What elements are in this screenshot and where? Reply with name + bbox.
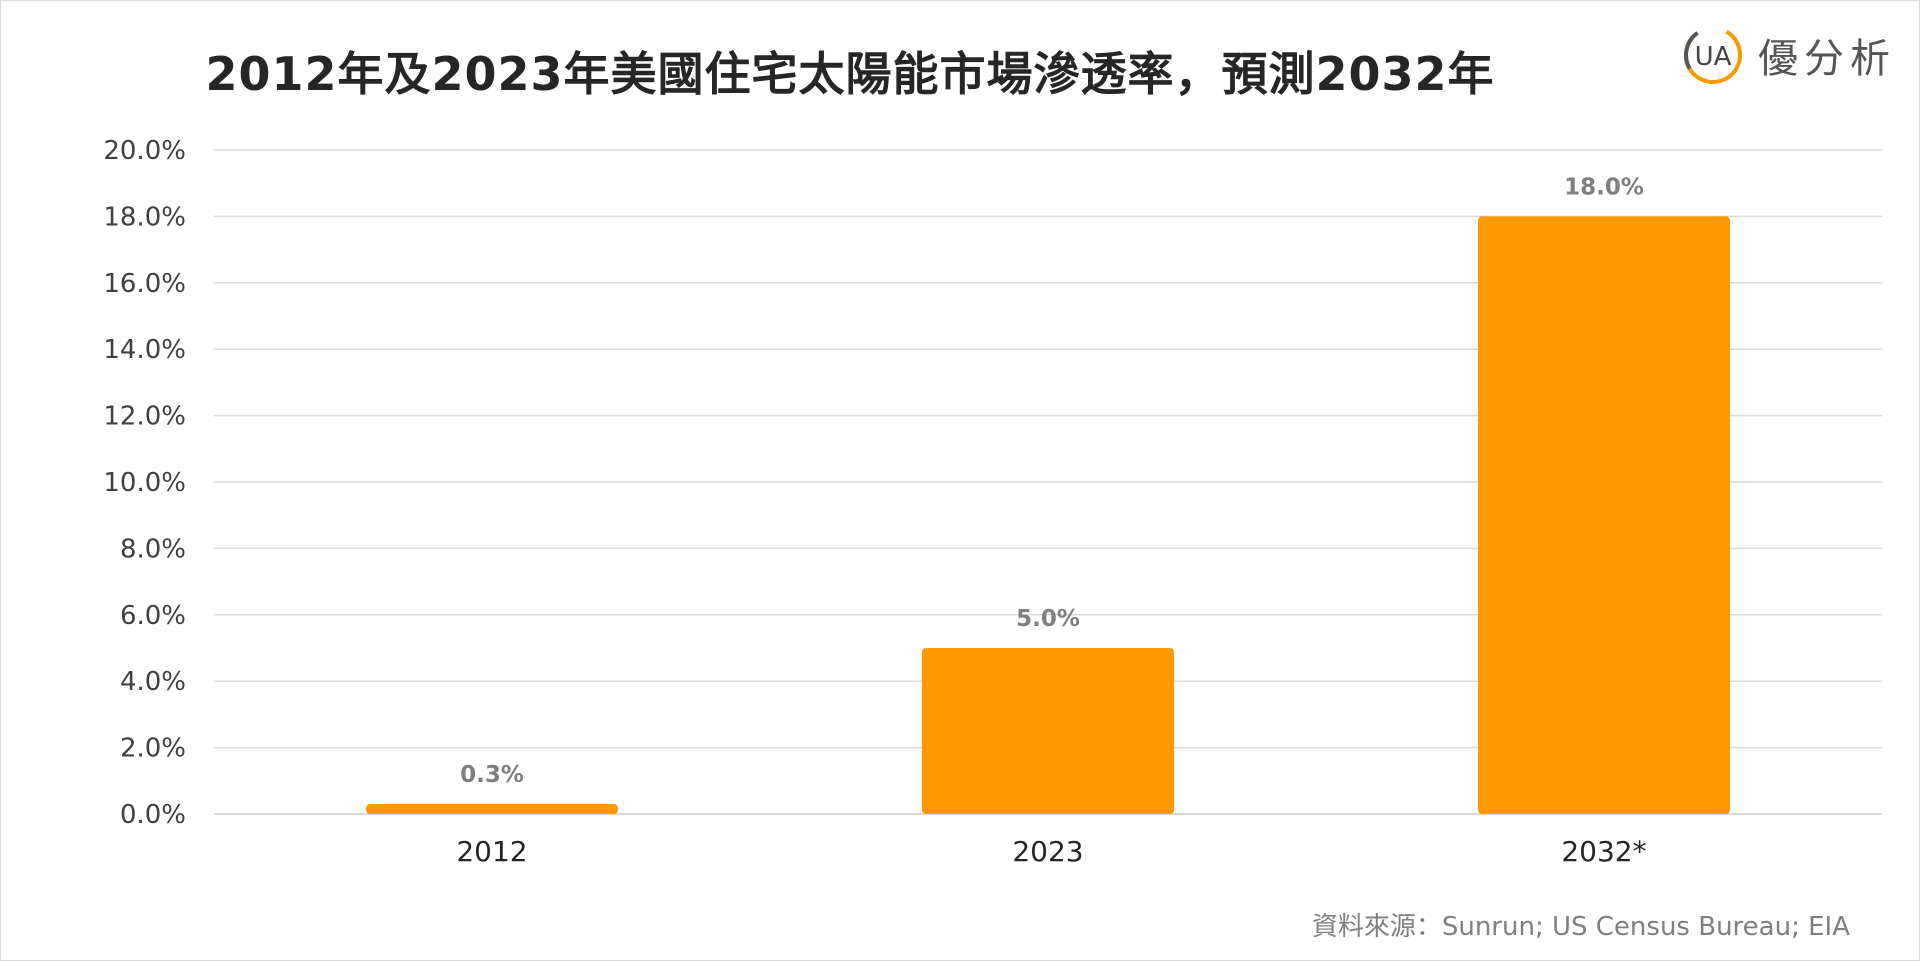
- data-label: 0.3%: [460, 762, 524, 788]
- y-tick-label: 16.0%: [103, 269, 186, 299]
- x-tick-label: 2012: [456, 835, 527, 868]
- data-labels: 0.3% 5.0% 18.0%: [460, 174, 1644, 788]
- y-tick-label: 20.0%: [103, 136, 186, 166]
- logo-name: 優分析: [1758, 36, 1896, 82]
- y-tick-label: 0.0%: [120, 800, 186, 830]
- x-axis-ticks: 2012 2023 2032*: [456, 835, 1646, 868]
- y-tick-label: 12.0%: [103, 402, 186, 432]
- y-tick-label: 18.0%: [103, 202, 186, 232]
- y-axis-ticks: 0.0% 2.0% 4.0% 6.0% 8.0% 10.0% 12.0% 14.0% 16.0%…: [103, 136, 186, 830]
- x-tick-label: 2032*: [1561, 835, 1646, 868]
- brand-logo: UA 優分析: [1682, 22, 1896, 88]
- data-label: 5.0%: [1016, 606, 1080, 632]
- bar: [366, 804, 618, 814]
- y-tick-label: 2.0%: [120, 734, 186, 764]
- bars: [366, 216, 1730, 814]
- y-tick-label: 4.0%: [120, 667, 186, 697]
- bar: [1478, 216, 1730, 814]
- y-tick-label: 6.0%: [120, 601, 186, 631]
- x-tick-label: 2023: [1012, 835, 1083, 868]
- y-tick-label: 14.0%: [103, 335, 186, 365]
- data-label: 18.0%: [1564, 174, 1644, 200]
- y-tick-label: 10.0%: [103, 468, 186, 498]
- chart-title: 2012年及2023年美國住宅太陽能市場滲透率，預測2032年: [205, 47, 1495, 101]
- y-tick-label: 8.0%: [120, 534, 186, 564]
- ua-logo-icon: UA: [1684, 26, 1742, 84]
- logo-mark-text: UA: [1695, 42, 1732, 72]
- source-note: 資料來源：Sunrun; US Census Bureau; EIA: [1311, 912, 1850, 942]
- bar: [922, 648, 1174, 814]
